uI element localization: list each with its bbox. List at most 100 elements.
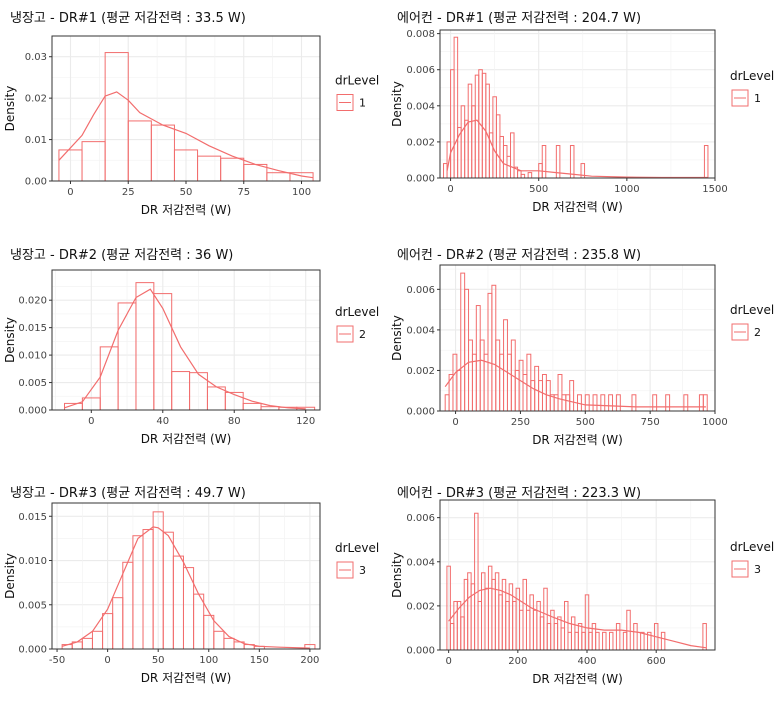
x-tick-label: 0 <box>452 417 458 428</box>
x-axis-label: DR 저감전력 (W) <box>141 432 232 446</box>
y-tick-label: 0.006 <box>406 285 435 296</box>
legend-label: 3 <box>359 564 366 577</box>
legend: drLevel 1 <box>730 69 774 107</box>
x-tick-label: 0 <box>88 416 94 427</box>
y-axis-label: Density <box>3 86 17 132</box>
density-curve <box>444 359 706 408</box>
x-tick-label: 0 <box>447 184 453 195</box>
legend: drLevel 2 <box>730 303 774 341</box>
legend-label: 2 <box>754 326 761 339</box>
density-curve <box>64 288 306 410</box>
chart-title: 에어컨 - DR#1 (평균 저감전력 : 204.7 W) <box>397 11 641 26</box>
density-curve <box>58 91 314 179</box>
legend-title: drLevel <box>730 540 774 554</box>
legend-key <box>336 94 354 111</box>
y-tick-label: 0.015 <box>18 323 47 334</box>
x-tick-label: -50 <box>49 655 65 666</box>
y-axis-label: Density <box>390 315 404 361</box>
y-tick-label: 0.004 <box>406 325 435 336</box>
y-axis-label: Density <box>3 317 17 363</box>
legend: drLevel 3 <box>335 541 379 579</box>
x-axis-label: DR 저감전력 (W) <box>532 433 623 447</box>
y-tick-label: 0.010 <box>18 351 47 362</box>
chart-panel-6: 0.000 0.002 0.004 0.006 0 200 400 600 에어컨 - DR#3… <box>390 486 774 686</box>
legend-title: drLevel <box>335 541 379 555</box>
chart-title: 에어컨 - DR#2 (평균 저감전력 : 235.8 W) <box>397 248 641 263</box>
legend-label: 1 <box>359 97 366 110</box>
y-tick-label: 0.005 <box>18 600 47 611</box>
x-tick-label: 750 <box>641 417 660 428</box>
legend: drLevel 2 <box>335 305 379 343</box>
y-tick-label: 0.00 <box>25 177 47 188</box>
y-axis-label: Density <box>390 552 404 598</box>
y-tick-label: 0.01 <box>25 135 47 146</box>
chart-panel-1: 0.00 0.01 0.02 0.03 0 25 50 75 100 냉장고 - DR#1 (평균… <box>3 11 379 217</box>
plot-background <box>440 30 715 178</box>
y-tick-label: 0.010 <box>18 556 47 567</box>
y-tick-label: 0.000 <box>406 646 435 657</box>
y-tick-label: 0.005 <box>18 378 47 389</box>
legend: drLevel 1 <box>335 74 379 111</box>
y-tick-label: 0.000 <box>406 174 435 185</box>
legend-key <box>731 560 749 578</box>
legend-label: 1 <box>754 92 761 105</box>
panel-border <box>51 502 321 650</box>
x-tick-label: 0 <box>67 187 73 198</box>
chart-panel-4: 0.000 0.002 0.004 0.006 0 250 500 750 1000 에어컨 - … <box>390 248 774 447</box>
x-tick-label: 0 <box>104 655 110 666</box>
x-tick-label: 120 <box>296 416 315 427</box>
x-tick-label: 0 <box>445 656 451 667</box>
y-tick-label: 0.015 <box>18 512 47 523</box>
legend-title: drLevel <box>335 74 379 88</box>
panel-border <box>439 264 716 412</box>
x-tick-label: 50 <box>152 655 165 666</box>
y-tick-label: 0.02 <box>25 94 47 105</box>
legend-key <box>336 325 354 343</box>
y-tick-label: 0.002 <box>406 601 435 612</box>
y-tick-label: 0.006 <box>406 65 435 76</box>
legend-title: drLevel <box>730 303 774 317</box>
density-curve <box>448 587 707 649</box>
chart-title: 에어컨 - DR#3 (평균 저감전력 : 223.3 W) <box>397 486 641 501</box>
y-tick-label: 0.000 <box>18 645 47 656</box>
x-tick-label: 200 <box>300 655 319 666</box>
x-tick-label: 40 <box>156 416 169 427</box>
y-tick-label: 0.03 <box>25 52 47 63</box>
x-tick-label: 1500 <box>702 184 727 195</box>
x-tick-label: 25 <box>122 187 135 198</box>
legend-title: drLevel <box>730 69 774 83</box>
y-tick-label: 0.004 <box>406 557 435 568</box>
gridlines <box>440 500 715 651</box>
y-axis-label: Density <box>390 81 404 127</box>
x-axis-label: DR 저감전력 (W) <box>141 203 232 217</box>
plot-background <box>52 270 320 410</box>
x-tick-label: 600 <box>647 656 666 667</box>
chart-panel-5: 0.000 0.005 0.010 0.015 -50 0 50 100 150 200 냉장고 -… <box>3 486 379 685</box>
y-tick-label: 0.004 <box>406 101 435 112</box>
chart-title: 냉장고 - DR#2 (평균 저감전력 : 36 W) <box>10 248 233 263</box>
y-tick-label: 0.002 <box>406 366 435 377</box>
density-curve <box>446 119 708 179</box>
gridlines <box>52 503 320 650</box>
panel-border <box>51 269 321 411</box>
chart-title: 냉장고 - DR#1 (평균 저감전력 : 33.5 W) <box>10 11 246 26</box>
y-tick-label: 0.000 <box>18 406 47 417</box>
x-axis-label: DR 저감전력 (W) <box>141 671 232 685</box>
panel-border <box>439 499 716 651</box>
x-tick-label: 1000 <box>702 417 727 428</box>
x-tick-label: 100 <box>292 187 311 198</box>
x-axis-label: DR 저감전력 (W) <box>532 200 623 214</box>
x-tick-label: 500 <box>576 417 595 428</box>
legend-label: 3 <box>754 563 761 576</box>
y-tick-label: 0.006 <box>406 513 435 524</box>
y-tick-label: 0.002 <box>406 137 435 148</box>
x-tick-label: 1000 <box>614 184 639 195</box>
chart-title: 냉장고 - DR#3 (평균 저감전력 : 49.7 W) <box>10 486 246 501</box>
x-tick-label: 250 <box>511 417 530 428</box>
chart-panel-2: 0.000 0.002 0.004 0.006 0.008 0 500 1000 1500 에어컨… <box>390 11 774 214</box>
legend-title: drLevel <box>335 305 379 319</box>
legend-key <box>731 323 749 341</box>
x-tick-label: 80 <box>228 416 241 427</box>
